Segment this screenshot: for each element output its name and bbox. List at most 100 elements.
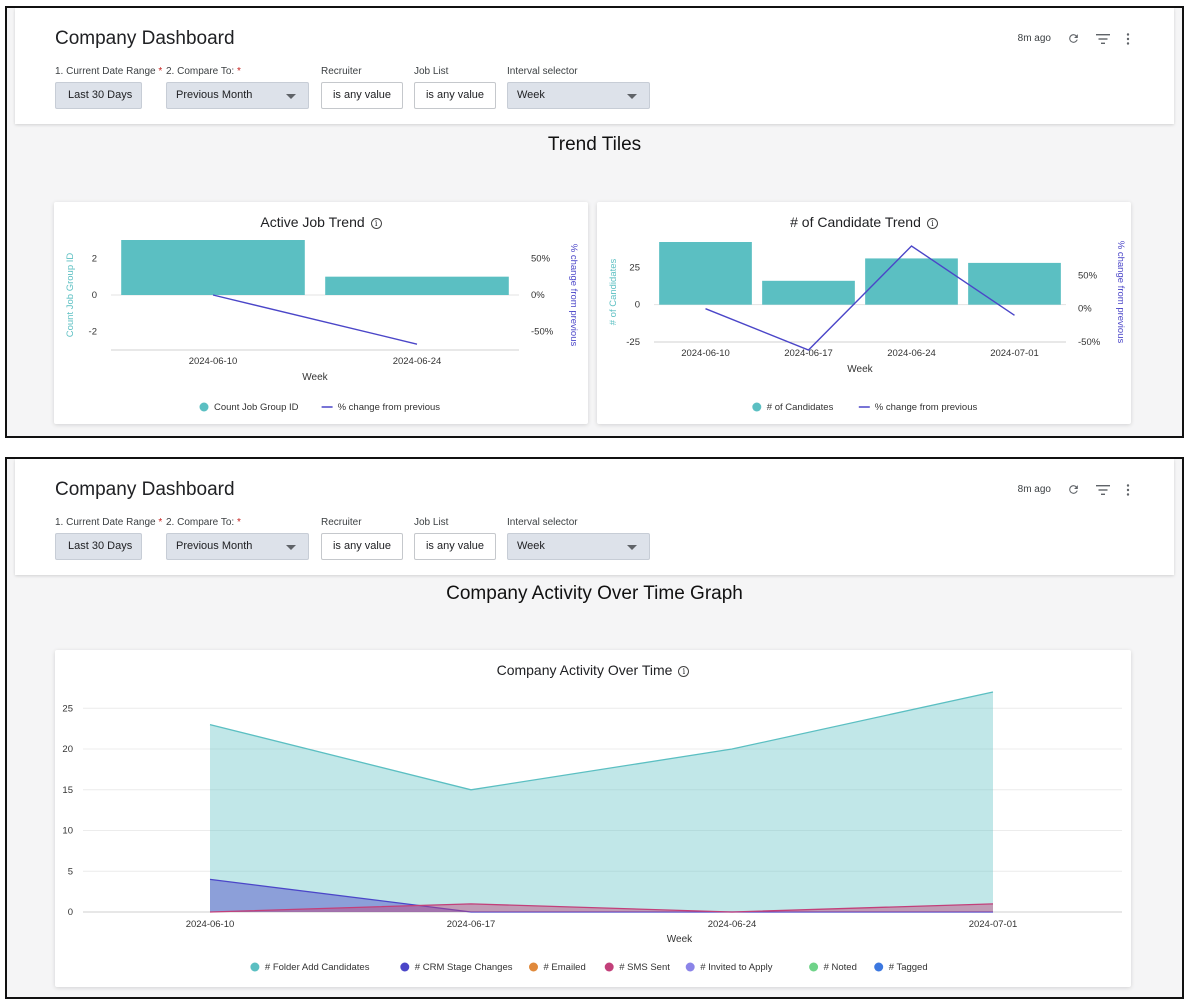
- refresh-icon[interactable]: [1067, 483, 1080, 496]
- bar: [325, 276, 509, 295]
- y-axis-title: # of Candidates: [608, 258, 619, 325]
- legend-swatch: [809, 962, 819, 972]
- dashboard-header: Company Dashboard 8m ago 1. Current Date…: [15, 459, 1174, 575]
- bar: [659, 242, 752, 305]
- filter-job-list: Job List is any value: [414, 66, 496, 109]
- filter-date-range: 1. Current Date Range * Last 30 Days: [55, 517, 163, 560]
- info-icon[interactable]: i: [926, 218, 938, 229]
- date-range-button[interactable]: Last 30 Days: [55, 533, 142, 560]
- required-marker: *: [158, 517, 163, 528]
- dropdown-value: Week: [517, 540, 545, 552]
- y-tick-label: 10: [62, 826, 73, 837]
- filter-label: 1. Current Date Range: [55, 66, 156, 77]
- chevron-down-icon: [286, 545, 296, 550]
- y2-tick-label: -50%: [531, 327, 554, 338]
- job-list-input[interactable]: is any value: [414, 533, 496, 560]
- chevron-down-icon: [627, 94, 637, 99]
- y-tick-label: 0: [92, 290, 97, 301]
- y-axis-title: Count Job Group ID: [65, 253, 76, 338]
- legend-label: # Noted: [824, 962, 857, 973]
- legend-label: # of Candidates: [767, 402, 834, 413]
- company-activity-card: Company Activity Over Time i 25 20 15 10 5 0 20…: [55, 650, 1131, 987]
- interval-dropdown[interactable]: Week: [507, 533, 650, 560]
- card-title: Company Activity Over Time: [496, 662, 673, 678]
- info-icon[interactable]: i: [370, 218, 382, 229]
- y2-axis-title: % change from previous: [1115, 241, 1126, 344]
- job-list-input[interactable]: is any value: [414, 82, 496, 109]
- legend-label: # Tagged: [889, 962, 928, 973]
- interval-dropdown[interactable]: Week: [507, 82, 650, 109]
- filter-label: 2. Compare To:: [166, 66, 235, 77]
- candidate-trend-chart: 25 0 -25 50% 0% -50% 2024-06-10 2024-06-17 2024-…: [608, 241, 1126, 413]
- area-series-line: [209, 903, 994, 913]
- bar: [968, 262, 1061, 305]
- filter-compare-to: 2. Compare To: * Previous Month: [166, 66, 309, 109]
- bar: [865, 258, 958, 305]
- x-tick-label: 2024-07-01: [969, 919, 1018, 930]
- legend-swatch: [752, 402, 762, 412]
- more-vert-icon[interactable]: [1126, 483, 1130, 496]
- last-updated-text: 8m ago: [1017, 33, 1051, 44]
- recruiter-input[interactable]: is any value: [321, 82, 403, 109]
- filter-label: 1. Current Date Range: [55, 517, 156, 528]
- x-tick-label: 2024-06-10: [681, 348, 730, 359]
- required-marker: *: [158, 66, 163, 77]
- filter-label: Job List: [414, 66, 449, 77]
- filter-icon[interactable]: [1096, 484, 1110, 496]
- y2-tick-label: 50%: [531, 253, 551, 264]
- y2-tick-label: -50%: [1078, 337, 1101, 348]
- filter-icon[interactable]: [1096, 33, 1110, 45]
- filter-label: Job List: [414, 517, 449, 528]
- y-tick-label: -2: [89, 327, 97, 338]
- legend-label: # Emailed: [544, 962, 586, 973]
- refresh-icon[interactable]: [1067, 32, 1080, 45]
- compare-to-dropdown[interactable]: Previous Month: [166, 82, 309, 109]
- y-tick-label: 25: [62, 703, 73, 714]
- bar: [762, 280, 855, 305]
- filter-label: 2. Compare To:: [166, 517, 235, 528]
- y2-tick-label: 50%: [1078, 270, 1098, 281]
- candidate-trend-card: # of Candidate Trend i 25 0 -25 50% 0% -50% 202…: [597, 202, 1131, 424]
- section-title: Company Activity Over Time Graph: [446, 583, 743, 604]
- pct-change-line: [212, 294, 418, 345]
- x-tick-label: 2024-06-10: [189, 356, 238, 367]
- info-icon[interactable]: i: [678, 666, 690, 677]
- active-job-trend-card: Active Job Trend i 2 0 -2 50% 0% -50% 2024-06-1…: [54, 202, 588, 424]
- card-title: Active Job Trend: [260, 214, 365, 230]
- area-series-line: [209, 691, 994, 791]
- y2-tick-label: 0%: [531, 290, 545, 301]
- dropdown-value: Week: [517, 89, 545, 101]
- legend-label: Count Job Group ID: [214, 402, 299, 413]
- filter-recruiter: Recruiter is any value: [321, 517, 403, 560]
- dashboard-panel-trend-tiles: Company Dashboard 8m ago 1. Current Date…: [5, 6, 1184, 438]
- filter-recruiter: Recruiter is any value: [321, 66, 403, 109]
- legend-swatch: [250, 962, 260, 972]
- filter-label: Recruiter: [321, 66, 362, 77]
- area-series: [210, 692, 993, 912]
- x-axis-title: Week: [847, 364, 873, 375]
- x-axis-title: Week: [302, 372, 328, 383]
- legend-swatch: [199, 402, 209, 412]
- more-vert-icon[interactable]: [1126, 32, 1130, 45]
- section-title: Trend Tiles: [547, 134, 642, 155]
- company-activity-chart: 25 20 15 10 5 0 2024-06-10 2024-06-17 2024-06-24…: [62, 691, 1122, 973]
- y-tick-label: 5: [68, 866, 73, 877]
- dashboard-panel-activity: Company Dashboard 8m ago 1. Current Date…: [5, 457, 1184, 999]
- area-series-line: [209, 878, 993, 913]
- dashboard-title: Company Dashboard: [55, 28, 235, 49]
- y-tick-label: 0: [68, 907, 73, 918]
- x-tick-label: 2024-07-01: [990, 348, 1039, 359]
- x-axis-title: Week: [667, 934, 693, 945]
- recruiter-input[interactable]: is any value: [321, 533, 403, 560]
- date-range-button[interactable]: Last 30 Days: [55, 82, 142, 109]
- compare-to-dropdown[interactable]: Previous Month: [166, 533, 309, 560]
- x-tick-label: 2024-06-10: [186, 919, 235, 930]
- filter-label: Interval selector: [507, 517, 578, 528]
- filter-job-list: Job List is any value: [414, 517, 496, 560]
- legend-swatch: [400, 962, 410, 972]
- y-tick-label: 0: [635, 300, 640, 311]
- filter-compare-to: 2. Compare To: * Previous Month: [166, 517, 309, 560]
- filter-label: Recruiter: [321, 517, 362, 528]
- y2-tick-label: 0%: [1078, 304, 1092, 315]
- legend-swatch: [529, 962, 538, 972]
